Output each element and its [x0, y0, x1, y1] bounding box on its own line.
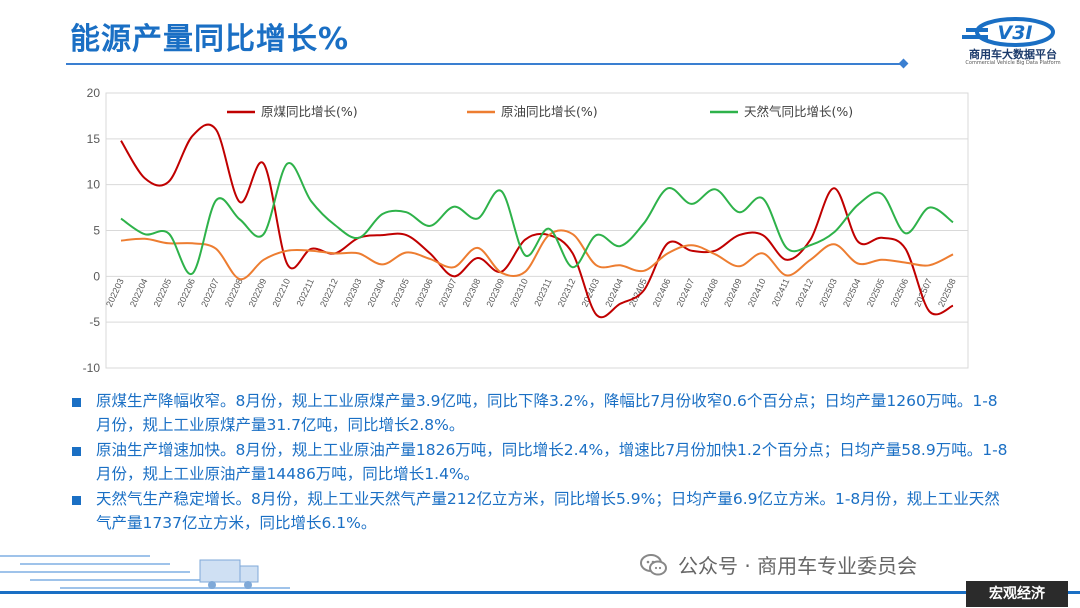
x-tick-label: 202406	[651, 277, 673, 308]
x-tick-label: 202410	[746, 277, 768, 308]
x-tick-label: 202206	[175, 277, 197, 308]
y-tick-label: -10	[83, 361, 101, 375]
title-divider	[66, 63, 906, 65]
bullet-square-icon	[72, 447, 81, 456]
x-tick-label: 202407	[675, 277, 697, 308]
bullet-gas: 天然气生产稳定增长。8月份，规上工业天然气产量212亿立方米，同比增长5.9%；…	[70, 488, 1010, 535]
footer-bar	[0, 591, 1080, 594]
y-tick-label: 0	[93, 269, 100, 283]
y-tick-label: 5	[93, 224, 100, 238]
x-tick-label: 202412	[793, 277, 815, 308]
series-line-2	[120, 162, 954, 275]
y-tick-label: 10	[87, 178, 101, 192]
truck-decoration-icon	[0, 555, 290, 589]
page-title: 能源产量同比增长%	[70, 22, 350, 57]
bullet-square-icon	[72, 398, 81, 407]
bullet-text: 原煤生产降幅收窄。8月份，规上工业原煤产量3.9亿吨，同比下降3.2%，降幅比7…	[96, 392, 998, 434]
x-tick-label: 202505	[865, 277, 887, 308]
bullet-text: 天然气生产稳定增长。8月份，规上工业天然气产量212亿立方米，同比增长5.9%；…	[96, 490, 1000, 532]
wechat-account: 公众号 · 商用车专业委员会	[640, 550, 917, 579]
brand-logo-icon: V3I	[962, 17, 1055, 47]
x-tick-label: 202212	[318, 277, 340, 308]
x-tick-label: 202308	[461, 277, 483, 308]
x-tick-label: 202306	[413, 277, 435, 308]
logo-name: 商用车大数据平台	[969, 48, 1057, 61]
legend-label: 原煤同比增长(%)	[261, 104, 358, 119]
category-tag: 宏观经济	[966, 581, 1068, 607]
logo-subtitle: Commercial Vehicle Big Data Platform	[965, 60, 1061, 66]
x-tick-label: 202312	[556, 277, 578, 308]
bullet-oil: 原油生产增速加快。8月份，规上工业原油产量1826万吨，同比增长2.4%，增速比…	[70, 439, 1010, 486]
y-tick-label: 15	[87, 132, 101, 146]
y-tick-label: -5	[89, 315, 100, 329]
legend-label: 原油同比增长(%)	[501, 104, 598, 119]
y-tick-label: 20	[87, 86, 101, 100]
divider-diamond	[898, 58, 909, 69]
bullet-text: 原油生产增速加快。8月份，规上工业原油产量1826万吨，同比增长2.4%，增速比…	[96, 441, 1008, 483]
x-tick-label: 202205	[152, 277, 174, 308]
x-tick-label: 202409	[722, 277, 744, 308]
x-tick-label: 202311	[532, 277, 553, 308]
x-tick-label: 202503	[817, 277, 839, 308]
summary-bullets: 原煤生产降幅收窄。8月份，规上工业原煤产量3.9亿吨，同比下降3.2%，降幅比7…	[70, 390, 1010, 537]
x-tick-label: 202411	[770, 277, 791, 308]
x-tick-label: 202508	[936, 277, 958, 308]
x-tick-label: 202304	[366, 277, 388, 308]
x-tick-label: 202310	[508, 277, 530, 308]
legend-label: 天然气同比增长(%)	[744, 104, 853, 119]
x-tick-label: 202307	[437, 277, 459, 308]
wechat-icon	[640, 553, 667, 575]
series-line-1	[120, 229, 954, 281]
x-tick-label: 202203	[104, 277, 126, 308]
x-tick-label: 202211	[295, 277, 316, 308]
x-tick-label: 202210	[270, 277, 292, 308]
bullet-coal: 原煤生产降幅收窄。8月份，规上工业原煤产量3.9亿吨，同比下降3.2%，降幅比7…	[70, 390, 1010, 437]
x-tick-label: 202504	[841, 277, 863, 308]
x-tick-label: 202209	[247, 277, 269, 308]
x-tick-label: 202507	[912, 277, 934, 308]
bullet-square-icon	[72, 496, 81, 505]
x-tick-label: 202408	[698, 277, 720, 308]
wechat-text: 公众号 · 商用车专业委员会	[678, 554, 918, 578]
x-tick-label: 202506	[889, 277, 911, 308]
x-tick-label: 202207	[199, 277, 221, 308]
series-line-0	[120, 123, 954, 319]
x-tick-label: 202309	[484, 277, 506, 308]
logo-mark: V3I	[998, 22, 1033, 44]
x-tick-label: 202208	[223, 277, 245, 308]
x-tick-label: 202305	[389, 277, 411, 308]
x-tick-label: 202303	[342, 277, 364, 308]
x-tick-label: 202405	[627, 277, 649, 308]
x-tick-label: 202204	[128, 277, 150, 308]
